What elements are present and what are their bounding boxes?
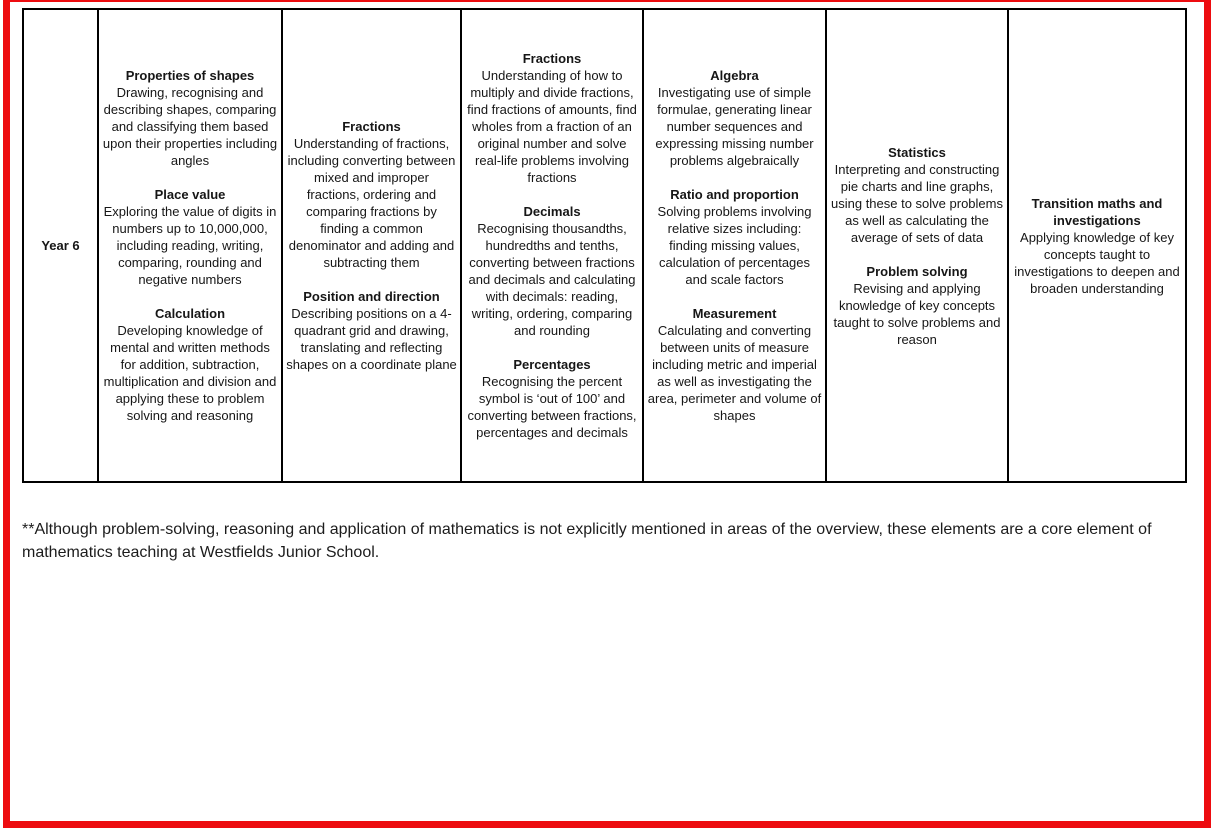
topic-description: Drawing, recognising and describing shap… (102, 85, 278, 168)
topic-description: Describing positions on a 4-quadrant gri… (286, 306, 457, 372)
topic-description: Applying knowledge of key concepts taugh… (1014, 229, 1180, 296)
topic-section: Ratio and proportion Solving problems in… (647, 186, 822, 288)
topic-section: Place value Exploring the value of digit… (102, 186, 278, 288)
topic-section: Position and direction Describing positi… (286, 288, 457, 373)
curriculum-cell-statistics-problem-solving: Statistics Interpreting and constructing… (825, 8, 1009, 483)
topic-section: Problem solving Revising and applying kn… (830, 263, 1004, 348)
topic-description: Solving problems involving relative size… (657, 204, 812, 287)
table-row: Year 6 Properties of shapes Drawing, rec… (22, 8, 1187, 483)
topic-heading: Decimals (523, 204, 581, 219)
topic-heading: Fractions (522, 51, 582, 66)
footnote: **Although problem-solving, reasoning an… (22, 521, 1152, 561)
topic-heading: Place value (154, 187, 226, 202)
topic-description: Exploring the value of digits in numbers… (103, 204, 277, 287)
topic-description: Calculating and converting between units… (647, 323, 822, 423)
topic-description: Understanding of how to multiply and div… (467, 68, 637, 185)
topic-section: Transition maths and investigations Appl… (1012, 195, 1182, 297)
topic-section: Statistics Interpreting and constructing… (830, 144, 1004, 246)
topic-description: Investigating use of simple formulae, ge… (655, 85, 814, 168)
topic-heading: Statistics (888, 144, 946, 160)
year-label: Year 6 (41, 238, 80, 253)
topic-section: Percentages Recognising the percent symb… (465, 356, 639, 441)
topic-section: Algebra Investigating use of simple form… (647, 67, 822, 169)
topic-section: Measurement Calculating and converting b… (647, 305, 822, 424)
topic-description: Developing knowledge of mental and writt… (103, 323, 277, 423)
topic-heading: Algebra (710, 68, 759, 83)
topic-heading: Position and direction (303, 289, 440, 304)
topic-heading: Problem solving (866, 263, 968, 279)
topic-heading: Transition maths and investigations (1031, 195, 1163, 228)
topic-heading: Percentages (513, 357, 591, 372)
curriculum-cell-fractions-decimals-percentages: Fractions Understanding of how to multip… (460, 8, 644, 483)
curriculum-cell-fractions-position: Fractions Understanding of fractions, in… (281, 8, 462, 483)
topic-description: Revising and applying knowledge of key c… (833, 280, 1001, 347)
topic-heading: Calculation (154, 306, 226, 321)
topic-description: Understanding of fractions, including co… (287, 136, 456, 270)
topic-heading: Properties of shapes (125, 68, 255, 83)
topic-section: Calculation Developing knowledge of ment… (102, 305, 278, 424)
topic-section: Properties of shapes Drawing, recognisin… (102, 67, 278, 169)
topic-description: Recognising thousandths, hundredths and … (468, 221, 636, 338)
curriculum-cell-shapes-place-value-calculation: Properties of shapes Drawing, recognisin… (97, 8, 283, 483)
year-label-cell: Year 6 (22, 8, 99, 483)
topic-heading: Ratio and proportion (670, 187, 799, 202)
topic-heading: Fractions (342, 119, 401, 134)
topic-description: Recognising the percent symbol is ‘out o… (467, 374, 637, 440)
curriculum-cell-algebra-ratio-measurement: Algebra Investigating use of simple form… (642, 8, 827, 483)
topic-description: Interpreting and constructing pie charts… (831, 161, 1003, 245)
curriculum-cell-transition-maths: Transition maths and investigations Appl… (1007, 8, 1187, 483)
topic-heading: Measurement (692, 306, 777, 321)
topic-section: Fractions Understanding of fractions, in… (286, 118, 457, 271)
curriculum-table: Year 6 Properties of shapes Drawing, rec… (22, 8, 1187, 483)
topic-section: Decimals Recognising thousandths, hundre… (465, 203, 639, 339)
topic-section: Fractions Understanding of how to multip… (465, 50, 639, 186)
